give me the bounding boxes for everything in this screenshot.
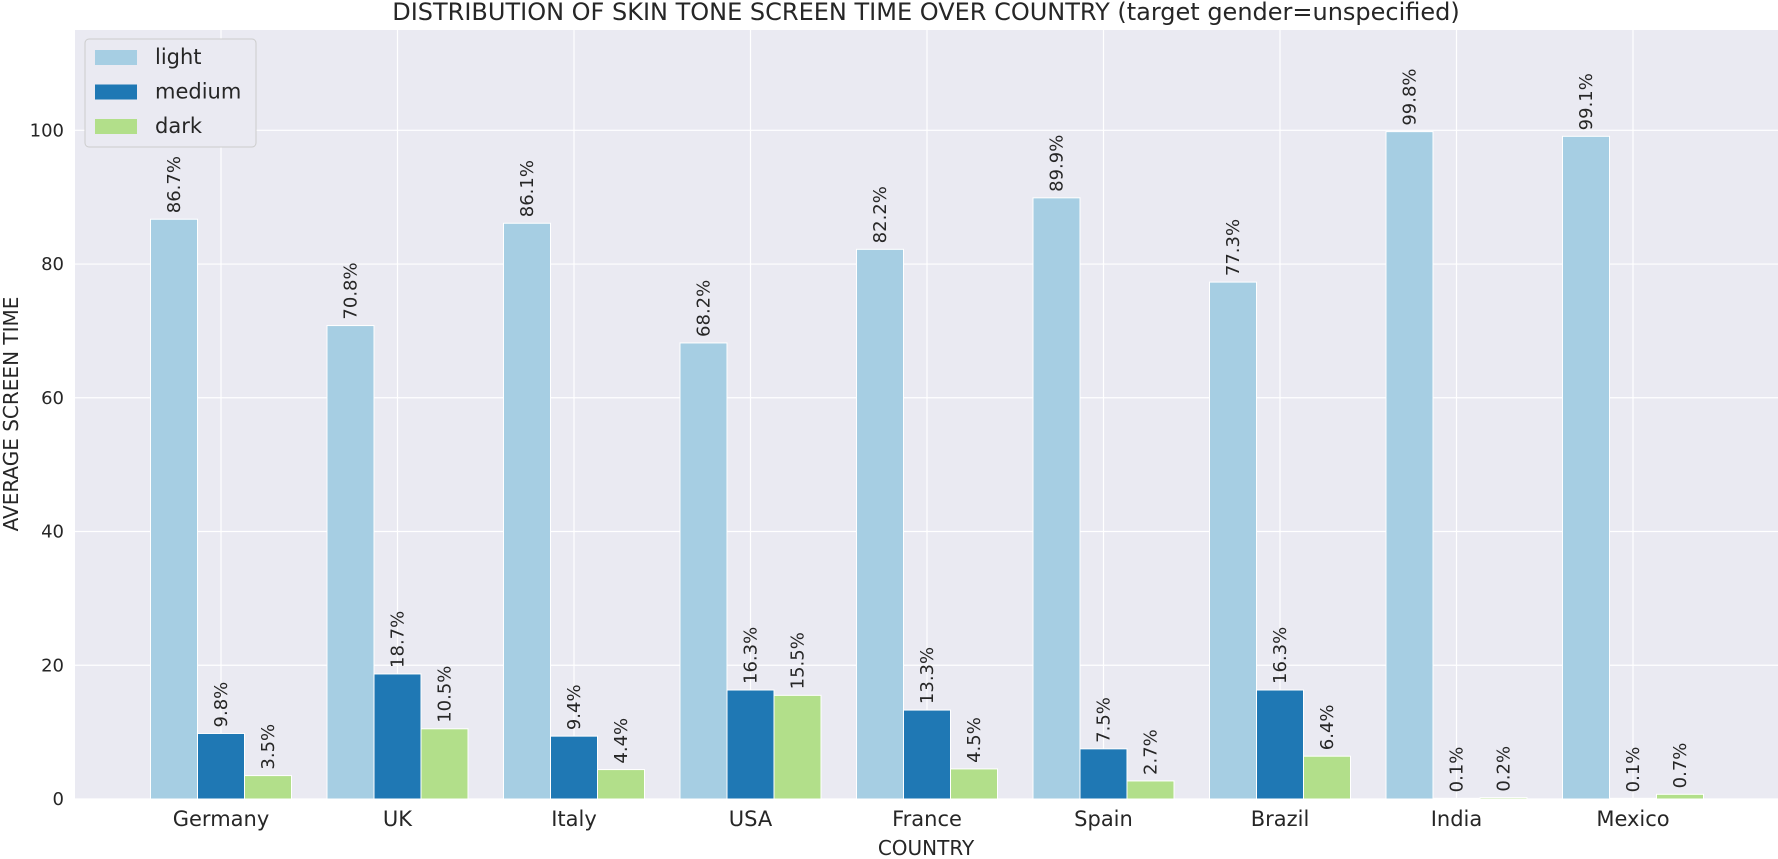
bar-dark [597,769,645,800]
y-tick-label: 20 [41,655,64,676]
x-tick-label: Italy [551,807,597,831]
bar-light [1209,281,1257,800]
bar-medium [726,689,775,800]
x-tick-label: Mexico [1596,807,1669,831]
bar-dark [420,728,469,800]
bar-dark [1656,793,1704,800]
bar-value-label: 16.3% [741,627,762,684]
bar-value-label: 2.7% [1141,729,1162,775]
bar-dark [1479,797,1528,800]
y-axis-label: AVERAGE SCREEN TIME [0,297,23,532]
bar-value-label: 16.3% [1270,627,1291,684]
x-tick-label: Brazil [1251,807,1310,831]
bar-medium [1609,797,1657,800]
bar-value-label: 68.2% [694,280,715,337]
bar-value-label: 89.9% [1047,135,1068,192]
y-axis-ticks: 0 20 40 60 80 100 [30,120,64,810]
bar-medium [550,735,598,800]
bar-value-label: 4.5% [964,717,985,763]
x-tick-label: UK [383,807,413,831]
bar-labels: 86.7% 70.8% 86.1% 68.2% 82.2% 89.9% 77.3% 99.8%… [164,68,1691,792]
legend-swatch-dark [95,119,137,134]
x-axis-label: COUNTRY [878,836,975,859]
x-tick-label: India [1431,807,1483,831]
bar-medium [197,732,245,800]
bar-value-label: 99.1% [1576,73,1597,130]
x-tick-label: Germany [173,807,270,831]
bar-value-label: 6.4% [1317,704,1338,750]
bar-value-label: 15.5% [788,632,809,689]
chart-title: DISTRIBUTION OF SKIN TONE SCREEN TIME OV… [392,0,1460,26]
bar-light [856,248,904,800]
bar-light [679,342,728,800]
legend-label-medium: medium [155,80,241,104]
legend-label-dark: dark [155,114,203,138]
bar-value-label: 7.5% [1094,697,1115,743]
bar-value-label: 13.3% [917,647,938,704]
y-tick-label: 80 [41,254,64,275]
bar-light [1385,131,1434,800]
bar-value-label: 0.1% [1447,747,1468,793]
bar-value-label: 9.4% [564,684,585,730]
y-tick-label: 40 [41,522,64,543]
x-axis-ticks: Germany UK Italy USA France Spain Brazil India M… [173,807,1670,831]
bar-value-label: 0.7% [1670,743,1691,789]
bar-light [1032,197,1081,800]
bar-dark [1303,755,1351,800]
bars [150,131,1704,800]
x-tick-label: France [892,807,962,831]
bar-value-label: 4.4% [611,718,632,764]
y-tick-label: 0 [53,789,64,810]
bar-value-label: 0.1% [1623,747,1644,793]
bar-medium [1256,689,1304,800]
bar-value-label: 0.2% [1494,746,1515,792]
x-tick-label: Spain [1074,807,1133,831]
y-tick-label: 60 [41,388,64,409]
x-tick-label: USA [729,807,773,831]
legend-swatch-medium [95,84,137,100]
bar-value-label: 86.1% [517,160,538,217]
bar-light [326,325,375,800]
bar-light [503,222,551,800]
bar-value-label: 9.8% [211,682,232,728]
legend-swatch-light [95,50,137,65]
bar-light [150,218,198,800]
bar-value-label: 86.7% [164,156,185,213]
bar-medium [1079,748,1128,800]
bar-value-label: 18.7% [388,611,409,668]
legend: light medium dark [84,38,257,148]
bar-dark [950,768,998,800]
y-tick-label: 100 [30,120,64,141]
bar-value-label: 10.5% [435,666,456,723]
bar-light [1562,135,1610,800]
legend-label-light: light [155,45,202,69]
bar-value-label: 82.2% [870,186,891,243]
bar-dark [773,694,822,800]
bar-value-label: 70.8% [341,262,362,319]
bar-medium [1432,797,1481,800]
bar-dark [244,775,292,800]
bar-value-label: 99.8% [1400,68,1421,125]
bar-value-label: 3.5% [258,724,279,770]
bar-dark [1126,780,1175,800]
bar-medium [903,709,951,800]
bar-medium [373,673,422,800]
bar-value-label: 77.3% [1223,219,1244,276]
